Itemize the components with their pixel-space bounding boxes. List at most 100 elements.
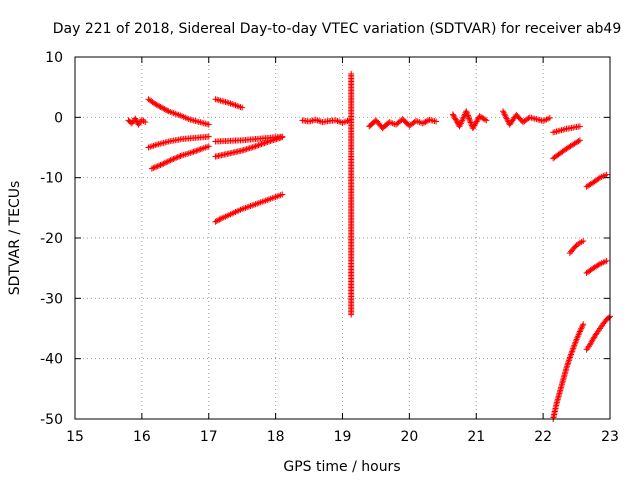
data-point xyxy=(279,191,286,198)
data-point xyxy=(197,146,204,153)
data-point xyxy=(255,142,262,149)
data-point xyxy=(464,112,471,119)
data-point xyxy=(151,164,158,171)
data-point xyxy=(603,171,610,178)
data-point xyxy=(471,122,478,129)
data-point xyxy=(605,314,612,321)
data-point xyxy=(502,112,509,119)
data-point xyxy=(191,148,198,155)
data-point xyxy=(483,117,490,124)
data-point xyxy=(575,138,582,145)
data-point xyxy=(261,140,268,147)
data-point xyxy=(469,125,476,132)
data-point xyxy=(153,101,160,108)
data-point xyxy=(576,137,583,144)
data-point xyxy=(472,121,479,128)
series-arc12 xyxy=(500,108,553,128)
data-point xyxy=(158,161,165,168)
data-point xyxy=(259,140,266,147)
data-point xyxy=(449,111,456,118)
data-point xyxy=(467,119,474,126)
series-arc7 xyxy=(212,134,286,160)
data-point xyxy=(580,321,587,328)
series-arc10 xyxy=(366,116,440,132)
series-arc9 xyxy=(299,116,353,126)
data-point xyxy=(579,322,586,329)
series-arc13 xyxy=(550,123,583,136)
data-point xyxy=(258,141,265,148)
data-point xyxy=(474,117,481,124)
data-point xyxy=(578,324,585,331)
data-point xyxy=(473,118,480,125)
data-point xyxy=(194,147,201,154)
data-point xyxy=(156,103,163,110)
data-point xyxy=(189,149,196,156)
data-point xyxy=(162,106,169,113)
data-point xyxy=(452,116,459,123)
series-arc4 xyxy=(148,143,212,172)
x-tick-label: 16 xyxy=(133,429,151,445)
data-point xyxy=(595,175,602,182)
data-point xyxy=(603,257,610,264)
data-point xyxy=(279,134,286,141)
data-point xyxy=(161,160,168,167)
data-point xyxy=(173,154,180,161)
data-point xyxy=(264,139,271,146)
data-point xyxy=(257,141,264,148)
data-point xyxy=(148,165,155,172)
data-point xyxy=(466,115,473,122)
series-arc5 xyxy=(212,96,246,111)
series-arc19 xyxy=(583,313,613,353)
data-point xyxy=(176,153,183,160)
data-point xyxy=(164,158,171,165)
data-point xyxy=(576,328,583,335)
data-point xyxy=(466,116,473,123)
series-arc11 xyxy=(449,108,490,132)
series-arc14 xyxy=(550,137,583,162)
data-point xyxy=(504,117,511,124)
data-point xyxy=(348,311,355,318)
data-point xyxy=(156,162,163,169)
data-point xyxy=(421,119,428,126)
data-point xyxy=(170,155,177,162)
data-point xyxy=(205,133,212,140)
data-point xyxy=(164,107,171,114)
data-point xyxy=(546,114,553,121)
data-point xyxy=(205,143,212,150)
x-axis-label: GPS time / hours xyxy=(283,459,400,475)
data-point xyxy=(239,104,246,111)
data-point xyxy=(150,165,157,172)
data-point xyxy=(501,111,508,118)
x-tick-label: 22 xyxy=(534,429,552,445)
series-arc15 xyxy=(566,238,587,257)
data-point xyxy=(422,118,429,125)
x-tick-label: 20 xyxy=(400,429,418,445)
data-point xyxy=(212,218,219,225)
data-point xyxy=(152,101,159,108)
data-point xyxy=(216,216,223,223)
x-tick-label: 19 xyxy=(334,429,352,445)
data-point xyxy=(174,154,181,161)
data-point xyxy=(423,118,430,125)
data-point xyxy=(578,325,585,332)
data-point xyxy=(205,121,212,128)
data-point xyxy=(196,146,203,153)
data-point xyxy=(190,148,197,155)
series-arc18 xyxy=(550,321,587,422)
data-point xyxy=(576,123,583,130)
series-arc8 xyxy=(212,191,286,225)
x-tick-label: 15 xyxy=(66,429,84,445)
series-arc3 xyxy=(145,133,212,151)
x-tick-label: 17 xyxy=(200,429,218,445)
data-point xyxy=(453,118,460,125)
data-point xyxy=(454,119,461,126)
grid xyxy=(75,57,610,419)
data-point xyxy=(503,115,510,122)
series-arc17 xyxy=(583,257,610,276)
data-point xyxy=(153,163,160,170)
series-arc16 xyxy=(583,171,610,190)
data-point xyxy=(157,103,164,110)
data-point xyxy=(154,163,161,170)
x-tick-label: 18 xyxy=(267,429,285,445)
y-tick-label: -20 xyxy=(40,231,63,247)
